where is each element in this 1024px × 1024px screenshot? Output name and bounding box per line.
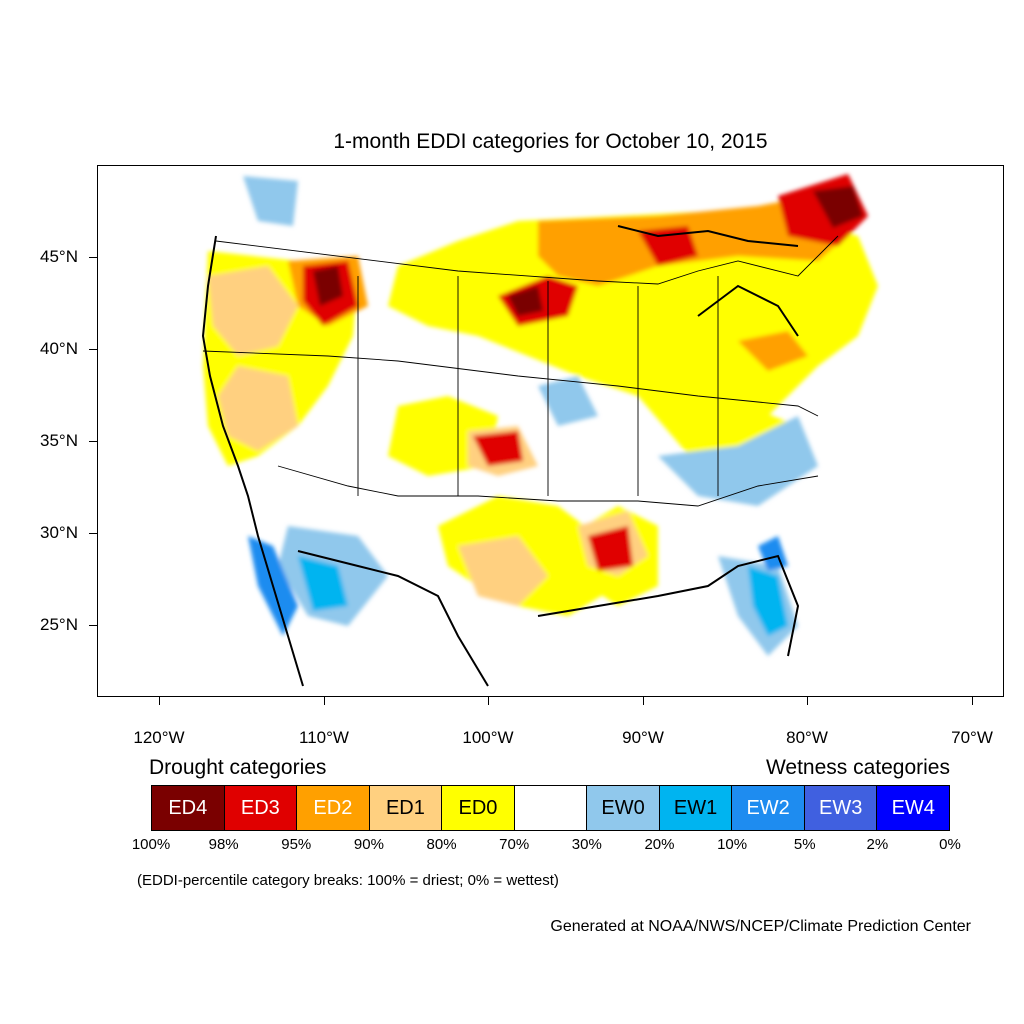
y-label: 45°N (40, 247, 78, 266)
break-label: 10% (717, 836, 748, 853)
legend-swatch: EW2 (732, 786, 805, 830)
legend-swatch: ED2 (297, 786, 370, 830)
category-legend: ED4 ED3 ED2 ED1 ED0 EW0 EW1 EW2 EW3 EW4 (151, 785, 950, 831)
legend-swatch: EW0 (587, 786, 660, 830)
y-label: 30°N (40, 523, 78, 542)
break-label: 80% (426, 836, 457, 853)
break-label: 30% (571, 836, 602, 853)
break-label: 95% (281, 836, 312, 853)
credit-line: Generated at NOAA/NWS/NCEP/Climate Predi… (550, 918, 971, 935)
break-label: 100% (131, 836, 171, 853)
map-canvas (201, 174, 878, 687)
x-tick (972, 697, 973, 705)
x-label: 120°W (133, 728, 185, 747)
break-label: 5% (793, 836, 816, 853)
y-label: 40°N (40, 339, 78, 358)
break-label: 70% (499, 836, 530, 853)
y-tick (89, 349, 97, 350)
legend-swatch (514, 786, 588, 830)
x-tick (643, 697, 644, 705)
break-label: 2% (866, 836, 889, 853)
x-label: 70°W (951, 728, 993, 747)
boundaries (201, 225, 839, 687)
legend-swatch: ED1 (369, 786, 443, 830)
break-label: 20% (644, 836, 675, 853)
x-label: 110°W (299, 728, 349, 747)
x-label: 100°W (462, 728, 514, 747)
legend-swatch: EW4 (877, 786, 950, 830)
wetness-heading: Wetness categories (765, 756, 950, 779)
x-label: 90°W (622, 728, 664, 747)
legend-swatch: ED4 (152, 786, 225, 830)
legend-swatch: ED0 (442, 786, 515, 830)
drought-heading: Drought categories (149, 756, 327, 779)
break-label: 98% (208, 836, 239, 853)
x-tick (159, 697, 160, 705)
y-tick (89, 625, 97, 626)
category-fills (203, 174, 878, 656)
eddi-map (97, 165, 1004, 697)
legend-swatch: EW1 (659, 786, 733, 830)
y-tick (89, 441, 97, 442)
break-label: 90% (353, 836, 384, 853)
category-note: (EDDI-percentile category breaks: 100% =… (137, 872, 559, 889)
y-label: 35°N (40, 431, 78, 450)
y-tick (89, 257, 97, 258)
x-tick (324, 697, 325, 705)
y-label: 25°N (40, 615, 78, 634)
legend-swatch: EW3 (804, 786, 878, 830)
y-tick (89, 533, 97, 534)
x-tick (807, 697, 808, 705)
x-label: 80°W (786, 728, 828, 747)
x-tick (488, 697, 489, 705)
map-title: 1-month EDDI categories for October 10, … (333, 130, 768, 153)
break-label: 0% (939, 836, 961, 853)
legend-swatch: ED3 (224, 786, 298, 830)
